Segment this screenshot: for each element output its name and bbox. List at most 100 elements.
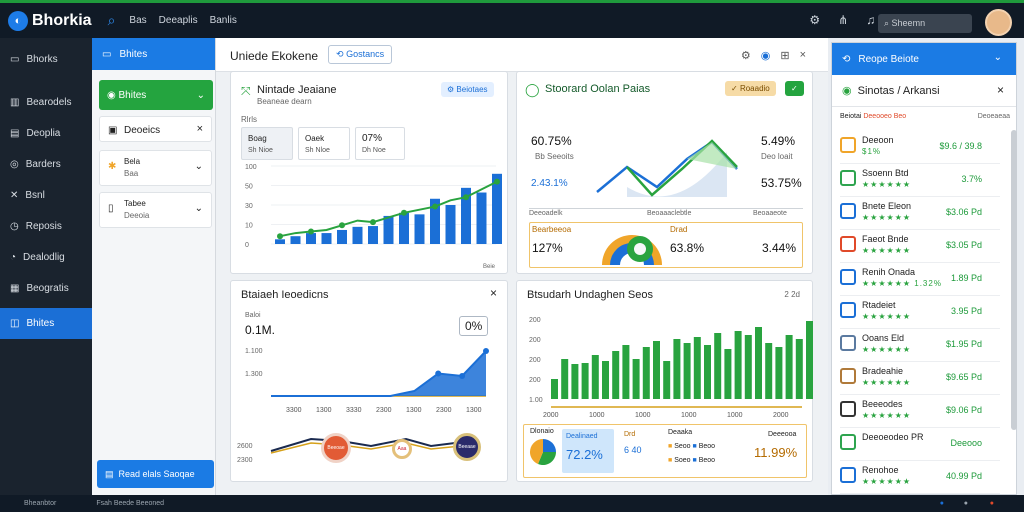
right-panel-subheader: ◉ Sinotas / Arkansi × <box>832 75 1016 107</box>
sidebar-item[interactable]: ◔ Dealodlig <box>0 242 92 273</box>
filter-label[interactable]: Deoeaeaa <box>977 113 1010 120</box>
bar <box>734 331 742 399</box>
sidebar-item[interactable]: ✕ Bsnl <box>0 180 92 211</box>
bar-chart: 200 200 200 200 1.00 2000 1000 1000 1000 1000 2000 <box>529 317 813 419</box>
app-logo[interactable]: ◐ Bhorkia <box>8 10 92 31</box>
list-item[interactable]: Bnete Eleon ★★★★★★ $3.06 Pd <box>840 195 1000 230</box>
x-tick-label: 2300 <box>376 407 392 414</box>
stat-tile[interactable]: 07% Dh Noe <box>355 127 405 160</box>
gear-icon[interactable]: ⚙ <box>740 50 751 62</box>
stat-tile[interactable]: Oaek Sh Nloe <box>298 127 350 160</box>
filter-label[interactable]: Deeooeo Beo <box>863 113 907 120</box>
list-item[interactable]: Ssoenn Btd ★★★★★★ 3.7% <box>840 162 1000 197</box>
close-icon[interactable]: × <box>196 123 203 135</box>
list-item[interactable]: Beeeodes ★★★★★★ $9.06 Pd <box>840 393 1000 428</box>
list-item[interactable]: Ooans Eld ★★★★★★ $1.95 Pd <box>840 327 1000 362</box>
bottom-bar: Bheanbtor Fsah Beede Beeoned ● ● ● <box>0 495 1024 512</box>
close-icon[interactable]: × <box>799 49 806 61</box>
search-icon[interactable]: ⌕ <box>107 12 116 28</box>
list-item[interactable]: Faeot Bnde ★★★★★★ $3.05 Pd <box>840 228 1000 263</box>
item-icon <box>840 434 856 450</box>
area-fill <box>687 142 737 169</box>
list-item[interactable]: Renohoe ★★★★★★ 40.99 Pd <box>840 459 1000 494</box>
rating-stars: $1% <box>862 147 882 156</box>
confirm-button[interactable]: ✓ <box>785 81 804 96</box>
bell-icon[interactable]: ♫ <box>866 13 876 27</box>
circle-icon: ◯ <box>525 82 540 97</box>
green-dropdown-button[interactable]: ◉ Bhites ⌄ <box>99 80 213 110</box>
list-item[interactable]: Rtadeiet ★★★★★★ 3.95 Pd <box>840 294 1000 329</box>
sidebar-item[interactable]: ▤ Deoplia <box>0 118 92 149</box>
share-icon[interactable]: ⋔ <box>838 13 849 27</box>
chevron-down-icon[interactable]: ⌄ <box>993 52 1002 63</box>
sidebar-item[interactable]: ◷ Reposis <box>0 211 92 242</box>
sidebar-item[interactable]: ▦ Beogratis <box>0 273 92 304</box>
bubble-marker[interactable]: Beeoae <box>321 433 351 463</box>
settings-icon[interactable]: ⚙ <box>809 13 821 27</box>
settings-icon[interactable]: ● <box>963 500 968 507</box>
nav-item[interactable]: Banlis <box>209 15 237 26</box>
item-icon <box>840 467 856 483</box>
options-button[interactable]: ⚙ Beiotaes <box>441 82 494 97</box>
stat-name: Boag <box>248 134 267 143</box>
button-label: Roaadio <box>739 84 770 93</box>
chevron-down-icon[interactable]: ⌄ <box>194 161 203 172</box>
pie-chart <box>530 439 556 465</box>
list-item[interactable]: ▯ Tabee Deeoia ⌄ <box>99 192 212 228</box>
filter-label[interactable]: Beiotai <box>840 113 862 120</box>
nav-item[interactable]: Deeaplis <box>158 15 198 26</box>
stat-sub: Deo loait <box>761 152 793 161</box>
close-icon[interactable]: × <box>996 83 1004 97</box>
bar <box>744 335 752 399</box>
line-point <box>401 209 407 216</box>
alert-icon[interactable]: ● <box>989 500 994 507</box>
search-input[interactable]: ⌕ Sheemn <box>878 14 972 33</box>
avatar[interactable] <box>985 9 1012 36</box>
list-item[interactable]: ✱ Bela Baa ⌄ <box>99 150 212 186</box>
row-text: Soeo <box>674 457 691 464</box>
primary-action-button[interactable]: ▤ Read elals Saoqae <box>97 460 214 488</box>
expand-icon[interactable]: ⊞ <box>780 50 790 62</box>
scrollbar[interactable] <box>1011 130 1017 430</box>
bubble-marker[interactable]: Aaa <box>392 439 412 459</box>
y-tick-label: 30 <box>245 203 253 210</box>
sidebar-item-active[interactable]: ◫ Bhites <box>0 308 92 339</box>
area-fill <box>271 351 486 396</box>
list-item[interactable]: Renih Onada ★★★★★★ 1.32% 1.89 Pd <box>840 261 1000 296</box>
chart-card-sales: Btsudarh Undaghen Seos 2 2d 200 200 200 200… <box>516 280 813 482</box>
list-item[interactable]: Bradeahie ★★★★★★ $9.65 Pd <box>840 360 1000 395</box>
item-value: $3.05 Pd <box>945 240 982 250</box>
list-item[interactable]: Deeoeodeo PR Deeooo <box>840 426 1000 461</box>
filter-button[interactable]: ✓ Roaadio <box>725 81 776 96</box>
item-sub: Deeoia <box>124 211 150 220</box>
donut-chart <box>602 235 662 265</box>
bar <box>673 339 681 399</box>
stat-tile[interactable]: Boag Sh Nioe <box>241 127 293 160</box>
x-tick-label: 1300 <box>466 407 482 414</box>
item-icon <box>840 170 856 186</box>
filter-chip[interactable]: ⟲ Gostancs <box>328 45 393 64</box>
nav-item[interactable]: Bas <box>129 15 147 26</box>
chevron-down-icon[interactable]: ⌄ <box>194 203 203 214</box>
bubble-marker[interactable]: Beeaae <box>453 433 481 461</box>
bar <box>622 345 630 399</box>
rating-stars: ★★★★★★ <box>862 312 912 321</box>
bar <box>806 321 813 399</box>
sidebar-item-label: Beogratis <box>26 283 69 294</box>
bar <box>632 359 640 399</box>
gauge-icon: ◔ <box>10 252 17 263</box>
bar <box>642 347 650 399</box>
sidebar-item[interactable]: ◎ Barders <box>0 149 92 180</box>
y-tick-label: 200 <box>529 337 541 344</box>
summary-box: Dlonaio Dealinaed 72.2% Drd 6 40 Deaaka … <box>523 424 807 478</box>
area-fill <box>627 152 727 197</box>
sidebar-item[interactable]: ▭ Bhorks <box>0 44 92 75</box>
highlight-tile[interactable]: Dealinaed 72.2% <box>562 429 614 473</box>
help-icon[interactable]: ◉ <box>760 50 771 62</box>
sidebar-item[interactable]: ▥ Bearodels <box>0 87 92 118</box>
list-item[interactable]: Deeoon $1% $9.6 / 39.8 <box>840 129 1000 164</box>
close-icon[interactable]: × <box>489 286 497 300</box>
list-item[interactable]: ▣ Deoeics × <box>99 116 212 142</box>
info-icon[interactable]: ● <box>939 500 944 507</box>
